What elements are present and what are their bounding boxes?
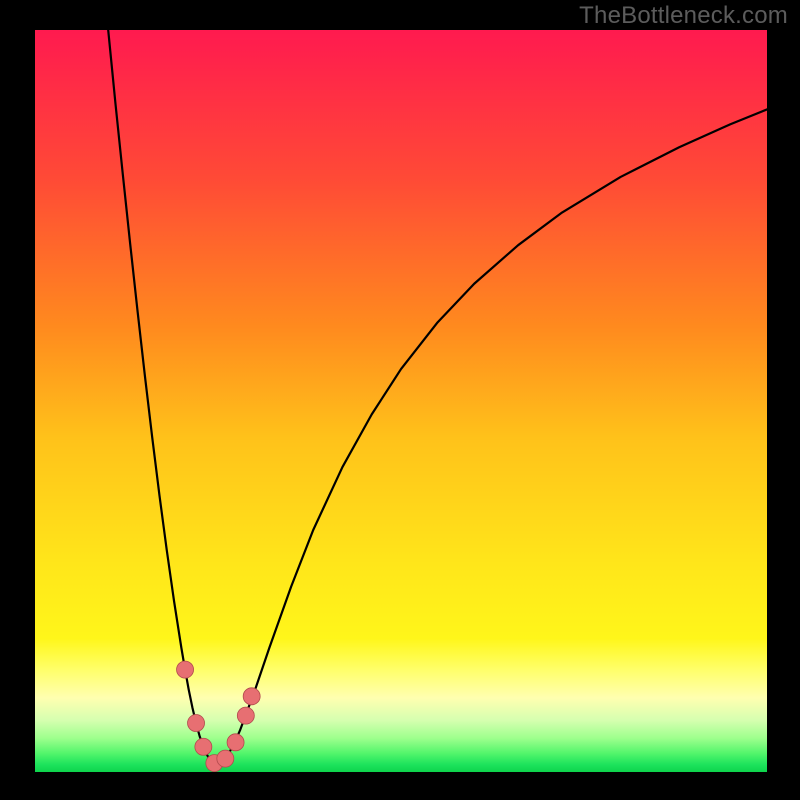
curve-marker [227,734,244,751]
plot-background [35,30,767,772]
watermark-text: TheBottleneck.com [579,2,788,30]
bottleneck-curve-plot [35,30,767,772]
plot-svg [35,30,767,772]
curve-marker [217,750,234,767]
stage: TheBottleneck.com [0,0,800,800]
curve-marker [188,715,205,732]
curve-marker [243,688,260,705]
curve-marker [195,738,212,755]
curve-marker [177,661,194,678]
curve-marker [237,707,254,724]
